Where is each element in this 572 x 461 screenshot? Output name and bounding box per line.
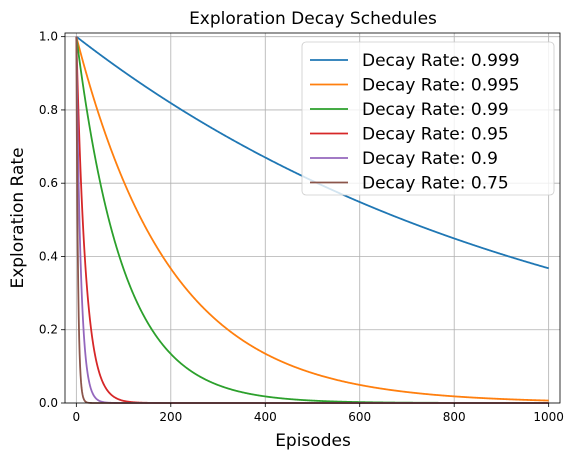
- x-tick-label: 0: [73, 410, 81, 424]
- x-axis-label: Episodes: [275, 431, 351, 451]
- legend-entry-label: Decay Rate: 0.99: [362, 100, 509, 120]
- chart-title: Exploration Decay Schedules: [189, 9, 437, 29]
- y-tick-label: 0.0: [39, 396, 58, 410]
- legend-entry-label: Decay Rate: 0.95: [362, 125, 509, 145]
- legend-entry-label: Decay Rate: 0.995: [362, 76, 520, 96]
- y-tick-label: 0.8: [39, 103, 58, 117]
- legend-entry-label: Decay Rate: 0.9: [362, 149, 498, 169]
- y-tick-label: 1.0: [39, 30, 58, 44]
- x-tick-label: 200: [159, 410, 182, 424]
- y-tick-label: 0.2: [39, 323, 58, 337]
- x-tick-label: 600: [348, 410, 371, 424]
- y-tick-label: 0.4: [39, 249, 58, 263]
- legend-entry-label: Decay Rate: 0.999: [362, 51, 520, 71]
- x-tick-label: 1000: [533, 410, 564, 424]
- legend: Decay Rate: 0.999 Decay Rate: 0.995 Decay …: [302, 42, 554, 195]
- x-tick-label: 800: [443, 410, 466, 424]
- x-tick-label: 400: [254, 410, 277, 424]
- y-tick-label: 0.6: [39, 176, 58, 190]
- legend-entry-label: Decay Rate: 0.75: [362, 174, 509, 194]
- y-axis-label: Exploration Rate: [8, 147, 28, 288]
